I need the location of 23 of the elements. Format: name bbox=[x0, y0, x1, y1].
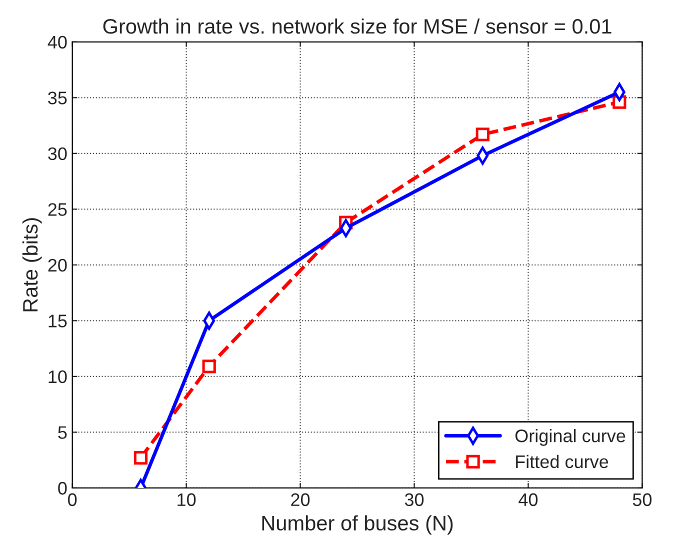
y-tick-label: 0 bbox=[58, 482, 67, 495]
y-tick-label: 35 bbox=[48, 92, 67, 104]
y-tick-label: 30 bbox=[48, 147, 67, 160]
x-tick-label: 50 bbox=[632, 493, 652, 506]
y-tick-label: 15 bbox=[48, 314, 67, 328]
y-tick-label: 25 bbox=[48, 203, 67, 216]
x-tick-label: 10 bbox=[178, 493, 196, 506]
point bbox=[202, 360, 216, 374]
chart-title: Growth in rate vs. network size for MSE / sensor = 0.01 bbox=[103, 18, 612, 34]
y-tick-label: 5 bbox=[58, 426, 67, 439]
y-tick-label: 20 bbox=[48, 258, 67, 272]
x-tick-label: 20 bbox=[291, 493, 310, 506]
point bbox=[134, 451, 148, 465]
y-tick-label: 40 bbox=[48, 36, 67, 49]
y-tick-label: 10 bbox=[48, 370, 67, 384]
x-tick-label: 0 bbox=[68, 493, 77, 506]
x-tick-label: 30 bbox=[404, 493, 424, 506]
legend-label: Original curve bbox=[515, 429, 626, 446]
legend-label: Fitted curve bbox=[516, 454, 608, 468]
point bbox=[476, 128, 490, 142]
y-axis-title: Rate (bits) bbox=[22, 218, 42, 312]
x-tick-label: 40 bbox=[518, 493, 538, 506]
x-axis-title: Number of buses (N) bbox=[262, 515, 453, 535]
